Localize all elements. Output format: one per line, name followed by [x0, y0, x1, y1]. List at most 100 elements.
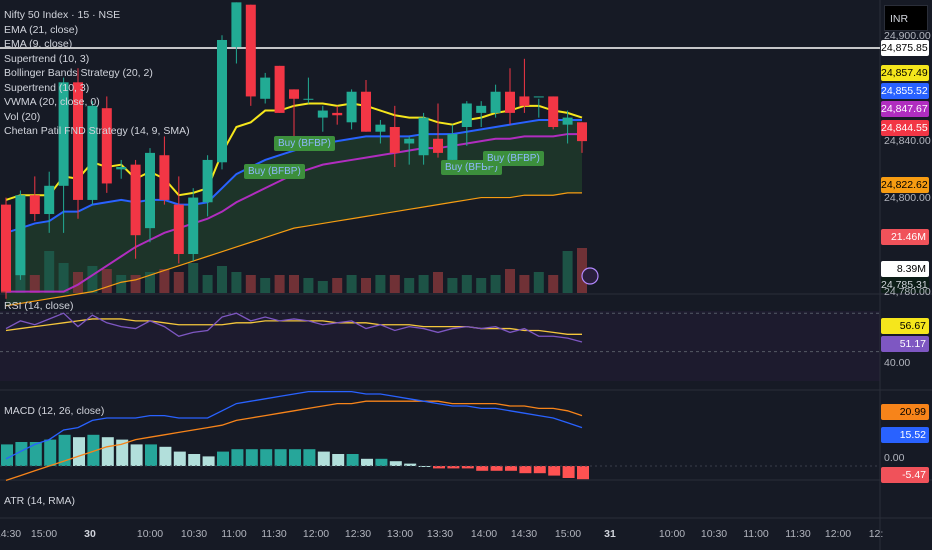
macd-pane-label[interactable]: MACD (12, 26, close) [4, 405, 105, 417]
price-axis-label: 21.46M [881, 229, 929, 245]
legend-ema9[interactable]: EMA (9, close) [4, 38, 73, 50]
candle-body [433, 138, 443, 153]
volume-bar [87, 266, 98, 293]
time-tick-label: 12:30 [344, 528, 372, 540]
macd-hist-bar [490, 466, 503, 471]
candle-body [533, 96, 544, 98]
legend-fnd-strategy[interactable]: Chetan Patil FND Strategy (14, 9, SMA) [4, 125, 190, 137]
macd-hist-bar [375, 458, 388, 466]
time-tick-label: 10:30 [700, 528, 728, 540]
candle-body [332, 112, 343, 116]
candle-body [202, 159, 213, 203]
macd-hist-bar [418, 466, 431, 467]
candle-body [130, 164, 141, 236]
currency-selector[interactable]: INR [884, 5, 928, 31]
price-axis-label: 24,855.52 [881, 83, 929, 99]
candle-body [562, 117, 573, 125]
volume-bar [548, 275, 559, 293]
volume-bar [58, 263, 69, 293]
time-tick-label: 11:00 [743, 528, 769, 540]
candle-body [245, 4, 256, 97]
price-axis-label: 8.39M [881, 261, 929, 277]
macd-hist-bar [533, 466, 546, 474]
candle-body [447, 134, 458, 160]
macd-hist-bar [73, 437, 85, 466]
volume-bar [274, 275, 285, 293]
macd-hist-bar [173, 451, 186, 466]
macd-hist-bar [447, 466, 460, 469]
volume-bar [577, 248, 587, 293]
volume-bar [562, 251, 573, 293]
macd-hist-bar [289, 449, 301, 466]
event-marker [581, 267, 599, 285]
legend-ema21[interactable]: EMA (21, close) [4, 23, 79, 36]
macd-signal-line [5, 400, 583, 482]
rsi-line [5, 312, 583, 343]
time-tick-label: 14:30 [0, 528, 22, 540]
volume-bar [332, 278, 343, 293]
volume-bar [159, 269, 170, 293]
time-tick-label: 10:30 [180, 528, 208, 540]
candle-body [505, 91, 515, 113]
price-axis-label: 24,822.62 [881, 177, 929, 193]
volume-bar [519, 275, 530, 293]
volume-bar [505, 269, 515, 293]
macd-axis-label: 0.00 [884, 452, 905, 464]
volume-bar [130, 275, 141, 293]
legend-vwma[interactable]: VWMA (20, close, 0) [4, 96, 100, 108]
macd-hist-bar [116, 439, 129, 466]
candle-body [346, 91, 357, 123]
candle-body [303, 98, 314, 100]
rsi-pane-label[interactable]: RSI (14, close) [4, 300, 74, 312]
buy-label-2: Buy (BFBP) [274, 136, 335, 151]
macd-hist-bar [303, 449, 316, 466]
rsi-axis-label: 40.00 [884, 357, 911, 369]
macd-hist-bar [145, 444, 157, 466]
candle-body [274, 65, 285, 113]
time-tick-label: 12: [868, 528, 884, 540]
volume-bar [145, 272, 155, 293]
macd-hist-bar [577, 466, 589, 480]
symbol-title[interactable]: Nifty 50 Index · 15 · NSE [4, 9, 121, 21]
volume-bar [389, 275, 400, 293]
time-tick-label: 11:30 [261, 528, 287, 540]
price-axis-label: 24,840.00 [884, 135, 931, 147]
macd-hist-bar [217, 451, 229, 466]
legend-bollinger[interactable]: Bollinger Bands Strategy (20, 2) [4, 67, 153, 79]
candle-body [361, 91, 371, 132]
macd-hist-bar [231, 449, 244, 466]
macd-hist-bar [44, 439, 57, 466]
macd-hist-bar [101, 437, 114, 466]
volume-bar [245, 275, 256, 293]
volume-bar [317, 281, 328, 293]
candle-body [1, 204, 11, 292]
price-axis-label: 24,844.55 [881, 120, 929, 136]
volume-bar [303, 278, 314, 293]
macd-hist-bar [548, 466, 561, 476]
time-tick-label: 31 [604, 528, 616, 540]
macd-hist-bar [361, 458, 373, 466]
legend-supertrend-2[interactable]: Supertrend (10, 3) [4, 81, 90, 94]
volume-bar [260, 278, 271, 293]
candle-body [577, 122, 587, 142]
macd-hist-bar [404, 463, 417, 466]
candle-body [260, 77, 271, 99]
macd-axis-label: 20.99 [881, 404, 929, 420]
rsi-band [0, 311, 880, 381]
legend-supertrend-1[interactable]: Supertrend (10, 3) [4, 52, 90, 65]
candle-body [389, 127, 400, 153]
price-axis-label: 24,785.31 [881, 277, 929, 293]
legend-vol[interactable]: Vol (20) [4, 110, 41, 123]
candle-body [289, 89, 299, 99]
atr-pane-label[interactable]: ATR (14, RMA) [4, 495, 75, 507]
rsi-axis-label: 56.67 [881, 318, 929, 334]
macd-hist-bar [58, 434, 71, 466]
candle-body [58, 82, 69, 186]
candle-body [44, 185, 55, 215]
candle-body [87, 105, 98, 200]
macd-hist-bar [274, 449, 287, 466]
volume-bar [73, 272, 83, 293]
macd-hist-bar [1, 444, 13, 466]
buy-label-4: Buy (BFBP) [483, 151, 544, 166]
